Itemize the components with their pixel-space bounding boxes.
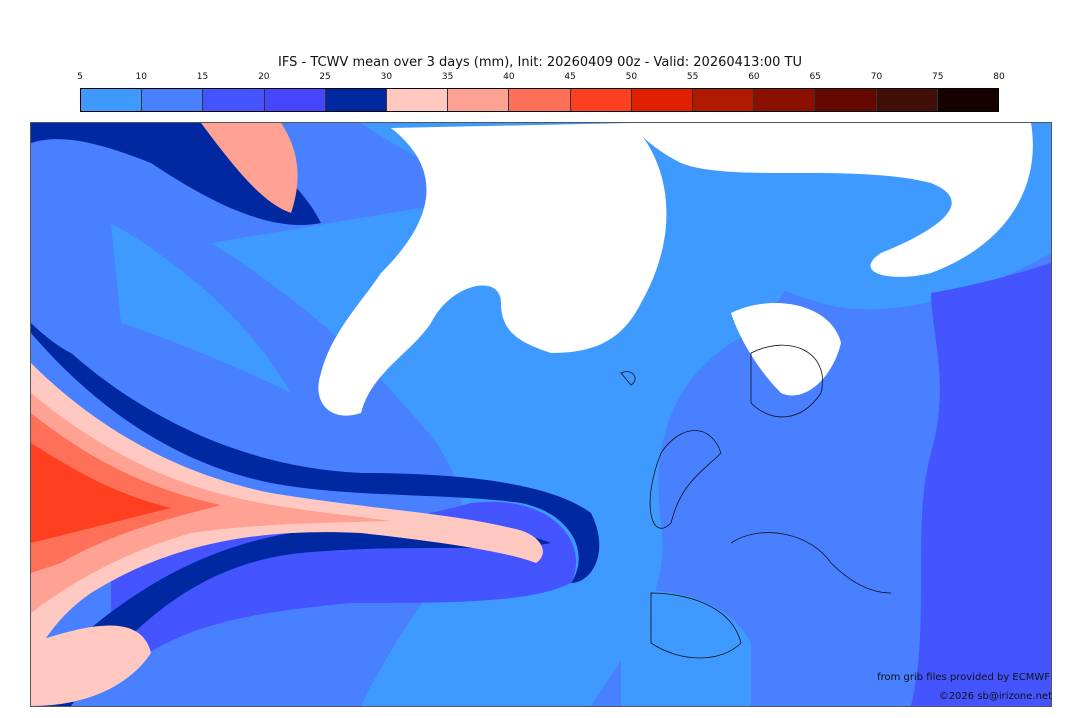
source-credit: from grib files provided by ECMWF bbox=[877, 672, 1050, 683]
colorbar-segment bbox=[509, 89, 571, 111]
colorbar-tick-label: 40 bbox=[503, 72, 515, 82]
tcwv-map bbox=[30, 122, 1052, 707]
colorbar-tick-label: 60 bbox=[748, 72, 760, 82]
colorbar-tick-label: 25 bbox=[319, 72, 331, 82]
map-canvas bbox=[31, 123, 1051, 706]
colorbar-tick-label: 65 bbox=[809, 72, 821, 82]
colorbar-tick-label: 55 bbox=[686, 72, 699, 82]
colorbar-tick-label: 80 bbox=[993, 72, 1005, 82]
colorbar-segment bbox=[876, 89, 938, 111]
colorbar bbox=[80, 88, 999, 112]
colorbar-tick-label: 35 bbox=[441, 72, 454, 82]
colorbar-segment bbox=[264, 89, 326, 111]
ar-40-45 bbox=[31, 413, 221, 573]
colorbar-segment bbox=[631, 89, 694, 111]
map-title: IFS - TCWV mean over 3 days (mm), Init: … bbox=[278, 55, 802, 70]
colorbar-segment bbox=[570, 89, 632, 111]
colorbar-segment bbox=[142, 89, 204, 111]
colorbar-segment bbox=[815, 89, 877, 111]
colorbar-tick-label: 30 bbox=[380, 72, 393, 82]
copyright-credit: ©2026 sb@irizone.net bbox=[938, 691, 1052, 702]
pacific-patch bbox=[201, 123, 298, 213]
colorbar-tick-label: 45 bbox=[564, 72, 576, 82]
colorbar-tick-label: 75 bbox=[931, 72, 944, 82]
colorbar-tick-label: 70 bbox=[870, 72, 883, 82]
colorbar-segment bbox=[203, 89, 265, 111]
scandinavia-region bbox=[731, 303, 841, 396]
colorbar-tick-label: 20 bbox=[258, 72, 270, 82]
region-iberia bbox=[621, 590, 751, 706]
ar-45-50 bbox=[31, 443, 171, 543]
colorbar-segment bbox=[325, 89, 388, 111]
region-15-20-east bbox=[911, 263, 1051, 706]
colorbar-ticks: 5 10 15 20 25 30 35 40 45 50 55 60 65 70 75 80 bbox=[77, 72, 1005, 84]
colorbar-segment bbox=[448, 89, 510, 111]
arctic-region bbox=[631, 123, 1033, 277]
colorbar-tick-label: 50 bbox=[625, 72, 638, 82]
colorbar-segment bbox=[937, 89, 999, 111]
colorbar-segment bbox=[693, 89, 755, 111]
greenland-region bbox=[318, 123, 667, 416]
colorbar-segment bbox=[387, 89, 449, 111]
colorbar-segment bbox=[81, 89, 143, 111]
colorbar-tick-label: 5 bbox=[77, 72, 83, 82]
coastlines bbox=[620, 344, 892, 659]
colorbar-tick-label: 15 bbox=[196, 72, 209, 82]
ar-south-patch bbox=[31, 625, 151, 706]
colorbar-tick-label: 10 bbox=[135, 72, 147, 82]
colorbar-segment bbox=[754, 89, 816, 111]
region-5-10-west bbox=[111, 223, 291, 393]
